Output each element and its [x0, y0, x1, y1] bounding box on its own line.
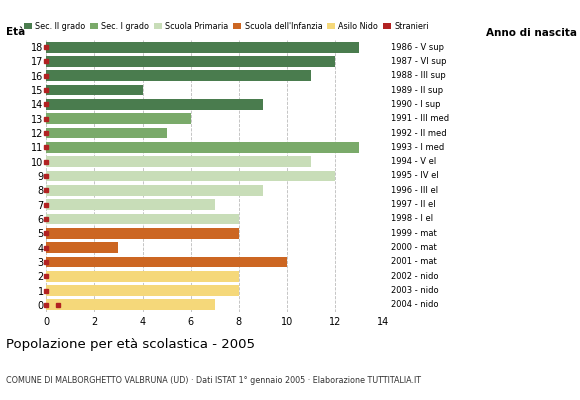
Text: 1986 - V sup: 1986 - V sup: [392, 43, 444, 52]
Bar: [46, 156, 311, 167]
Bar: [46, 271, 238, 282]
Bar: [46, 85, 143, 96]
Text: 1990 - I sup: 1990 - I sup: [392, 100, 441, 109]
Text: 1989 - II sup: 1989 - II sup: [392, 86, 444, 95]
Bar: [46, 300, 215, 310]
Bar: [46, 228, 238, 239]
Bar: [46, 142, 359, 153]
Text: 1993 - I med: 1993 - I med: [392, 143, 445, 152]
Bar: [46, 199, 215, 210]
Bar: [46, 99, 263, 110]
Bar: [46, 42, 359, 52]
Text: 2002 - nido: 2002 - nido: [392, 272, 439, 281]
Bar: [46, 56, 335, 67]
Text: 1988 - III sup: 1988 - III sup: [392, 71, 446, 80]
Bar: [46, 171, 335, 181]
Text: 1987 - VI sup: 1987 - VI sup: [392, 57, 447, 66]
Text: Anno di nascita: Anno di nascita: [486, 28, 577, 38]
Text: COMUNE DI MALBORGHETTO VALBRUNA (UD) · Dati ISTAT 1° gennaio 2005 · Elaborazione: COMUNE DI MALBORGHETTO VALBRUNA (UD) · D…: [6, 376, 421, 385]
Text: 1992 - II med: 1992 - II med: [392, 128, 447, 138]
Text: 1991 - III med: 1991 - III med: [392, 114, 450, 123]
Bar: [46, 214, 238, 224]
Text: 1995 - IV el: 1995 - IV el: [392, 172, 439, 180]
Text: 1998 - I el: 1998 - I el: [392, 214, 434, 224]
Bar: [46, 185, 263, 196]
Legend: Sec. II grado, Sec. I grado, Scuola Primaria, Scuola dell'Infanzia, Asilo Nido, : Sec. II grado, Sec. I grado, Scuola Prim…: [24, 22, 429, 30]
Text: 2003 - nido: 2003 - nido: [392, 286, 439, 295]
Text: 2004 - nido: 2004 - nido: [392, 300, 439, 309]
Text: 2001 - mat: 2001 - mat: [392, 257, 437, 266]
Text: 1996 - III el: 1996 - III el: [392, 186, 438, 195]
Text: Popolazione per età scolastica - 2005: Popolazione per età scolastica - 2005: [6, 338, 255, 351]
Bar: [46, 242, 118, 253]
Text: Età: Età: [6, 27, 26, 37]
Bar: [46, 285, 238, 296]
Text: 1999 - mat: 1999 - mat: [392, 229, 437, 238]
Bar: [46, 128, 166, 138]
Text: 2000 - mat: 2000 - mat: [392, 243, 437, 252]
Text: 1997 - II el: 1997 - II el: [392, 200, 436, 209]
Bar: [46, 70, 311, 81]
Bar: [46, 256, 287, 267]
Bar: [46, 113, 191, 124]
Text: 1994 - V el: 1994 - V el: [392, 157, 437, 166]
